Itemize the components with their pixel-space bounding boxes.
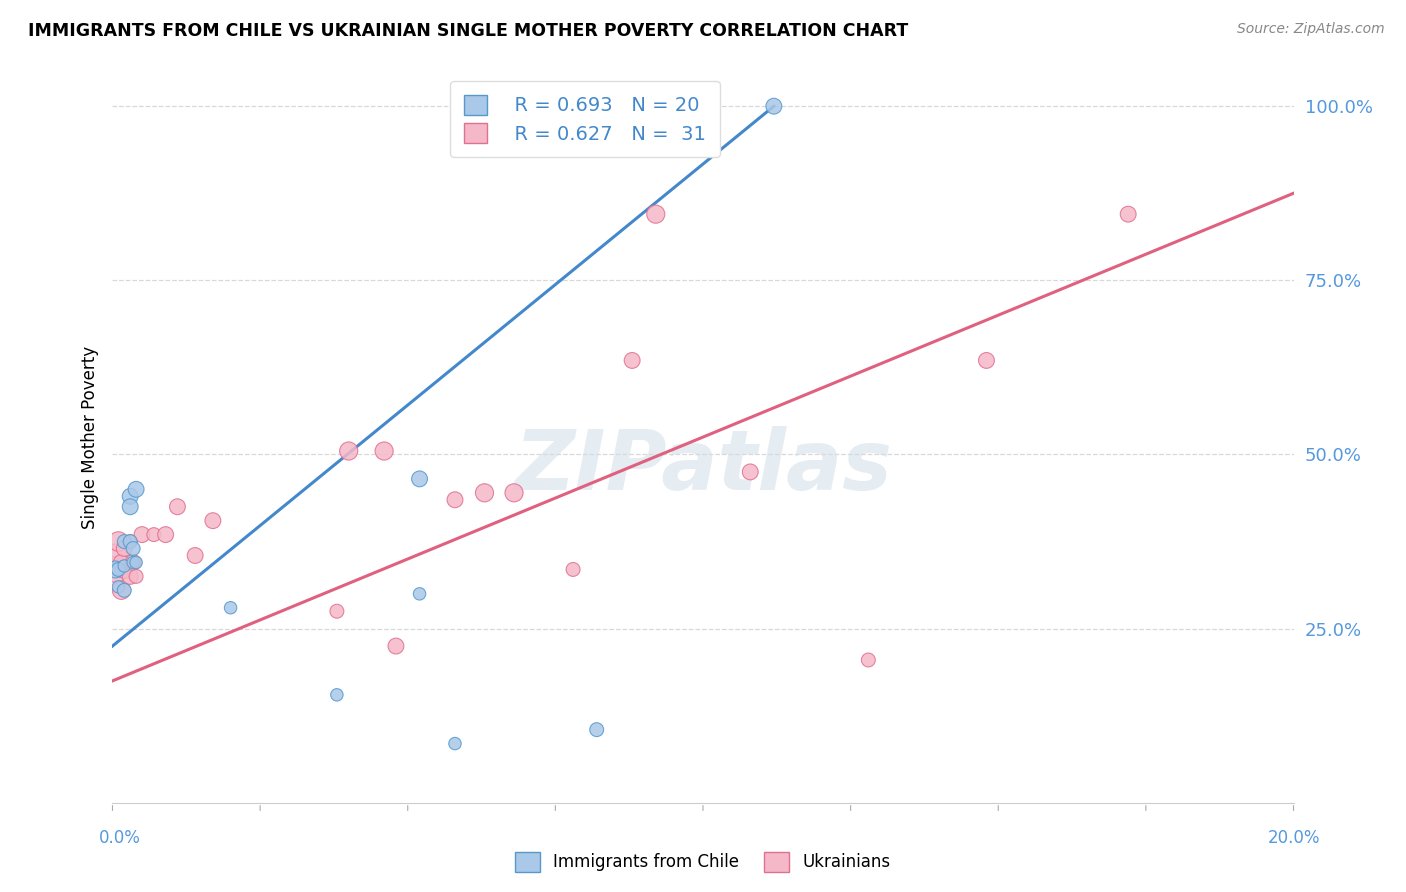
Point [110,583,132,598]
Text: ZIPatlas: ZIPatlas [515,425,891,507]
Point [142,527,165,541]
Text: 20.0%: 20.0% [1267,829,1320,847]
Point [1116,207,1139,221]
Point [976,353,998,368]
Point [155,527,177,541]
Point [385,639,408,653]
Point [219,600,242,615]
Point [112,558,135,573]
Text: IMMIGRANTS FROM CHILE VS UKRAINIAN SINGLE MOTHER POVERTY CORRELATION CHART: IMMIGRANTS FROM CHILE VS UKRAINIAN SINGL… [28,22,908,40]
Text: 0.0%: 0.0% [98,829,141,847]
Y-axis label: Single Mother Poverty: Single Mother Poverty [80,345,98,529]
Point [122,556,145,570]
Point [104,562,127,576]
Point [585,723,607,737]
Legend: Immigrants from Chile, Ukrainians: Immigrants from Chile, Ukrainians [509,845,897,879]
Point [112,541,135,556]
Point [112,562,135,576]
Point [122,556,145,570]
Point [107,534,129,549]
Point [562,562,585,576]
Point [110,556,132,570]
Point [762,99,785,113]
Point [444,737,467,751]
Point [326,688,349,702]
Point [503,485,526,500]
Point [621,353,644,368]
Text: Source: ZipAtlas.com: Source: ZipAtlas.com [1237,22,1385,37]
Point [858,653,880,667]
Point [201,514,224,528]
Point [125,569,148,583]
Point [112,534,135,549]
Point [408,472,430,486]
Point [120,534,142,549]
Point [120,489,142,503]
Point [184,549,207,563]
Point [326,604,349,618]
Point [120,534,142,549]
Point [125,556,148,570]
Point [104,549,127,563]
Point [474,485,496,500]
Point [740,465,762,479]
Point [107,580,129,594]
Point [112,583,135,598]
Point [373,444,395,458]
Point [104,562,127,576]
Point [107,562,129,576]
Point [122,541,145,556]
Point [408,587,430,601]
Point [644,207,666,221]
Point [166,500,188,514]
Point [125,483,148,497]
Point [120,500,142,514]
Point [120,569,142,583]
Point [337,444,360,458]
Point [131,527,153,541]
Point [444,492,467,507]
